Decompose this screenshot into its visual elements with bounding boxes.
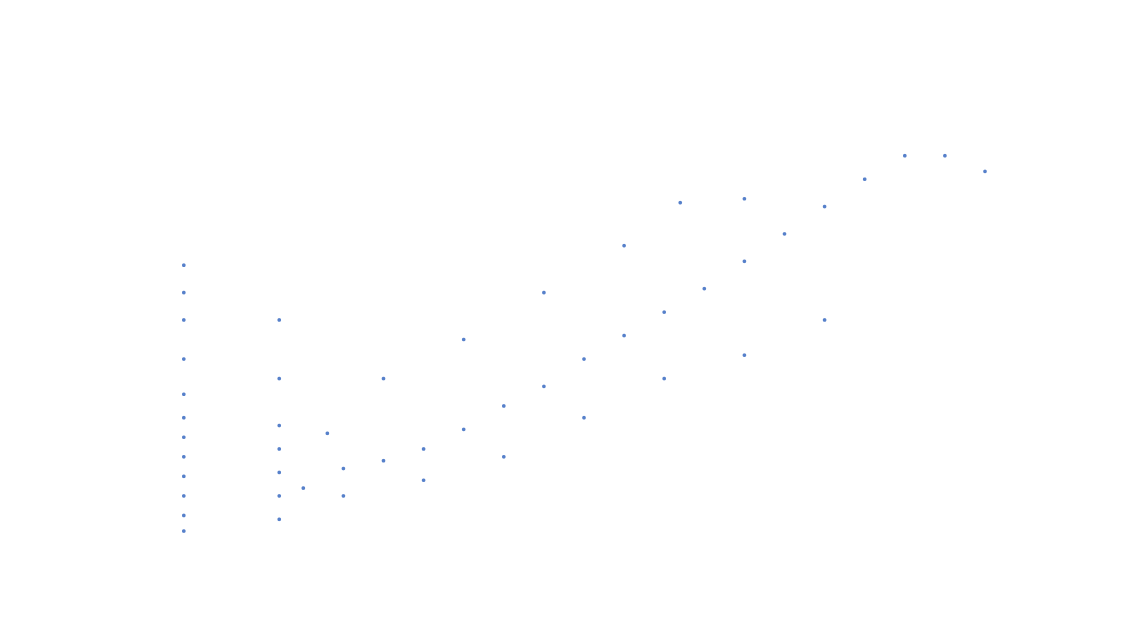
scatter-point xyxy=(381,376,386,381)
scatter-point xyxy=(622,333,626,338)
scatter-point xyxy=(542,384,546,389)
scatter-point xyxy=(277,318,282,322)
scatter-point xyxy=(622,243,626,248)
scatter-point xyxy=(182,290,186,295)
reference-line xyxy=(278,162,890,493)
scatter-point xyxy=(782,232,787,236)
scatter-point xyxy=(325,431,330,436)
scatter-point xyxy=(341,466,346,471)
scatter-point xyxy=(182,357,186,361)
scatter-point xyxy=(182,494,186,498)
scatter-point xyxy=(182,318,186,322)
scatter-point xyxy=(502,404,506,408)
scatter-point xyxy=(903,153,907,158)
scatter-point xyxy=(182,263,186,268)
scatter-point xyxy=(678,200,683,205)
scatter-point xyxy=(943,153,947,158)
scatter-point xyxy=(341,494,346,498)
scatter-point xyxy=(662,310,666,314)
scatter-point xyxy=(742,353,747,357)
scatter-point xyxy=(983,169,987,174)
scatter-point xyxy=(182,455,186,459)
scatter-point xyxy=(301,486,306,490)
scatter-point xyxy=(182,392,186,397)
scatter-point xyxy=(582,357,586,361)
scatter-point xyxy=(822,204,827,209)
scatter-point xyxy=(702,286,707,291)
scatter-point xyxy=(421,478,426,483)
scatter-point xyxy=(182,529,186,533)
scatter-point xyxy=(277,423,282,428)
scatter-point xyxy=(182,415,186,420)
scatter-point xyxy=(381,458,386,463)
scatter-point xyxy=(742,196,747,201)
scatter-point xyxy=(461,337,466,342)
scatter-point xyxy=(822,318,827,322)
scatter-point xyxy=(862,177,867,181)
scatter-point xyxy=(461,427,466,432)
scatter-point xyxy=(502,455,506,459)
scatter-point xyxy=(742,259,747,264)
scatter-point xyxy=(582,415,586,420)
scatter-point xyxy=(277,447,282,451)
scatter-point xyxy=(277,494,282,498)
points-layer xyxy=(182,153,987,533)
reference-line-layer xyxy=(278,162,890,493)
scatter-point xyxy=(277,517,282,522)
scatter-point xyxy=(182,435,186,440)
scatter-point xyxy=(662,376,666,381)
scatter-point xyxy=(277,470,282,475)
scatter-point xyxy=(182,474,186,479)
scatter-point xyxy=(277,376,282,381)
scatter-point xyxy=(542,290,546,295)
scatter-point xyxy=(182,513,186,518)
scatter-point xyxy=(421,447,426,451)
